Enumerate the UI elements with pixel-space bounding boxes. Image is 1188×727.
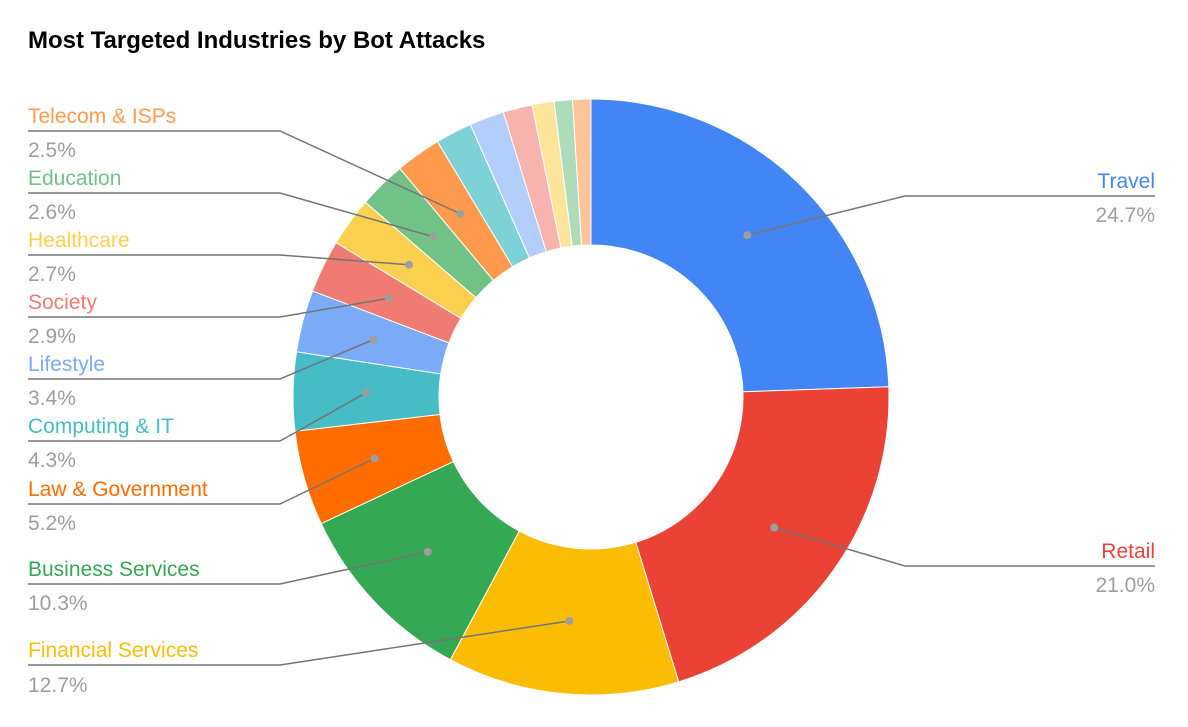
label-travel: Travel (1097, 170, 1155, 193)
label-law-and-government: Law & Government (28, 478, 208, 501)
value-label-healthcare: 2.7% (28, 263, 76, 286)
leader-line-computing-and-it (28, 392, 367, 442)
value-label-lifestyle: 3.4% (28, 387, 76, 410)
leader-line-society (28, 297, 389, 318)
leader-dot-computing-and-it (362, 388, 371, 397)
value-label-business-services: 10.3% (28, 592, 88, 615)
value-label-travel: 24.7% (1095, 204, 1155, 227)
leader-dot-retail (770, 523, 779, 532)
value-label-financial-services: 12.7% (28, 674, 88, 697)
leader-line-retail (774, 526, 1155, 567)
value-label-telecom-and-isps: 2.5% (28, 139, 76, 162)
chart-title: Most Targeted Industries by Bot Attacks (28, 27, 485, 54)
slice-travel (590, 98, 890, 393)
slice-unlabeled-16 (571, 98, 592, 246)
value-label-society: 2.9% (28, 325, 76, 348)
leader-line-business-services (28, 551, 428, 585)
leader-line-financial-services (28, 620, 570, 666)
value-label-education: 2.6% (28, 201, 76, 224)
leader-dot-education (429, 232, 438, 241)
leader-line-law-and-government (28, 457, 375, 505)
slice-retail (635, 386, 890, 683)
value-label-computing-and-it: 4.3% (28, 449, 76, 472)
label-computing-and-it: Computing & IT (28, 415, 174, 438)
leader-line-telecom-and-isps (28, 130, 461, 215)
label-lifestyle: Lifestyle (28, 353, 105, 376)
leader-dot-financial-services (565, 616, 574, 625)
leader-dot-business-services (423, 547, 432, 556)
label-healthcare: Healthcare (28, 229, 130, 252)
leader-dot-lifestyle (369, 335, 378, 344)
slice-financial-services (449, 530, 680, 696)
label-telecom-and-isps: Telecom & ISPs (28, 105, 176, 128)
label-retail: Retail (1101, 540, 1155, 563)
label-business-services: Business Services (28, 558, 200, 581)
slices-layer (292, 98, 890, 696)
leader-line-travel (747, 195, 1155, 236)
label-education: Education (28, 167, 121, 190)
label-financial-services: Financial Services (28, 639, 198, 662)
leader-dot-travel (743, 231, 752, 240)
labels-layer: Travel 24.7% Retail 21.0% Financial Services… (28, 105, 1155, 697)
leader-line-lifestyle (28, 338, 374, 380)
leader-line-education (28, 192, 434, 238)
leader-dot-society (384, 294, 393, 303)
leader-dot-telecom-and-isps (456, 209, 465, 218)
label-society: Society (28, 291, 97, 314)
leader-line-healthcare (28, 254, 410, 266)
leader-dot-law-and-government (370, 454, 379, 463)
leader-dot-healthcare (404, 260, 413, 269)
value-label-law-and-government: 5.2% (28, 512, 76, 535)
value-label-retail: 21.0% (1095, 574, 1155, 597)
